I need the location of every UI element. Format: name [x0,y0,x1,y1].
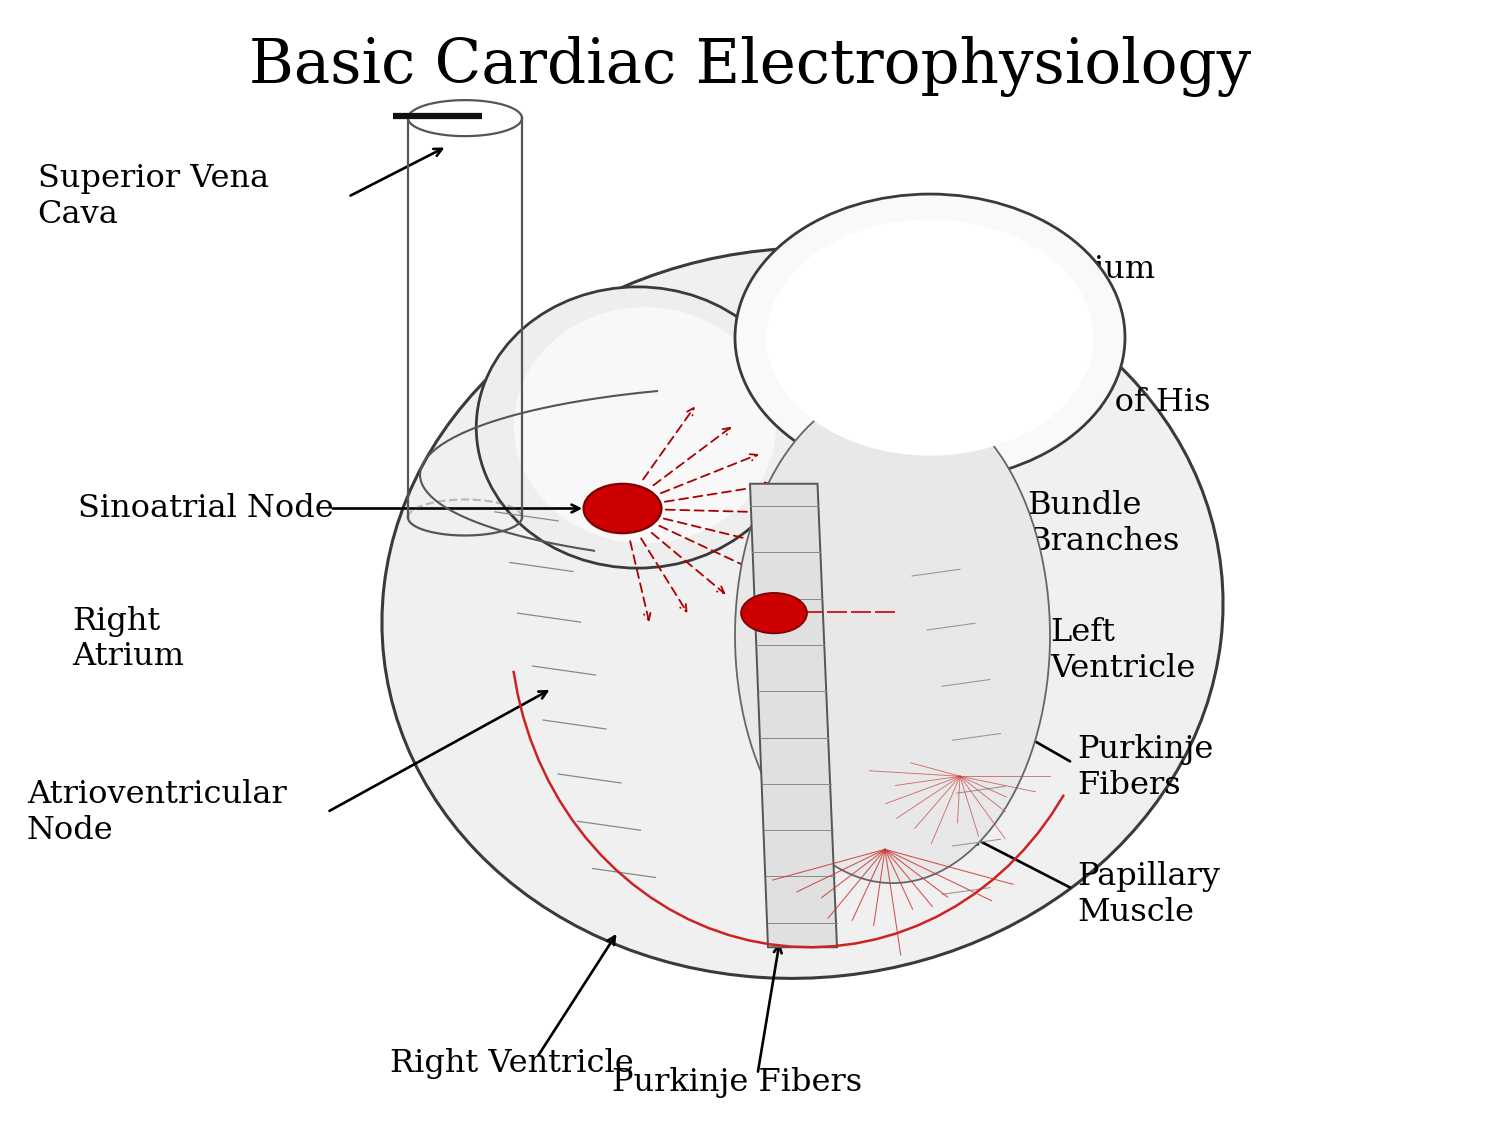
Text: Atrioventricular
Node: Atrioventricular Node [27,778,286,846]
Text: Purkinje Fibers: Purkinje Fibers [612,1066,862,1098]
Ellipse shape [741,593,807,633]
Text: Bundle
Branches: Bundle Branches [1028,489,1180,557]
Ellipse shape [513,307,777,543]
Ellipse shape [382,248,1222,979]
Text: Papillary
Muscle: Papillary Muscle [1077,861,1220,928]
Text: Right Ventricle: Right Ventricle [390,1047,633,1079]
Polygon shape [750,484,837,947]
Ellipse shape [477,287,798,568]
Text: Left Atrium: Left Atrium [968,254,1155,286]
Text: Left
Ventricle: Left Ventricle [1050,616,1196,684]
Ellipse shape [735,388,1050,883]
Ellipse shape [735,193,1125,482]
Text: Sinoatrial Node: Sinoatrial Node [78,493,333,524]
Text: Basic Cardiac Electrophysiology: Basic Cardiac Electrophysiology [249,36,1251,97]
Text: Bundle of His: Bundle of His [990,387,1210,418]
Text: Right
Atrium: Right Atrium [72,605,184,673]
Ellipse shape [766,219,1094,456]
Text: Purkinje
Fibers: Purkinje Fibers [1077,734,1214,801]
Ellipse shape [584,484,662,533]
Text: Superior Vena
Cava: Superior Vena Cava [38,163,268,231]
